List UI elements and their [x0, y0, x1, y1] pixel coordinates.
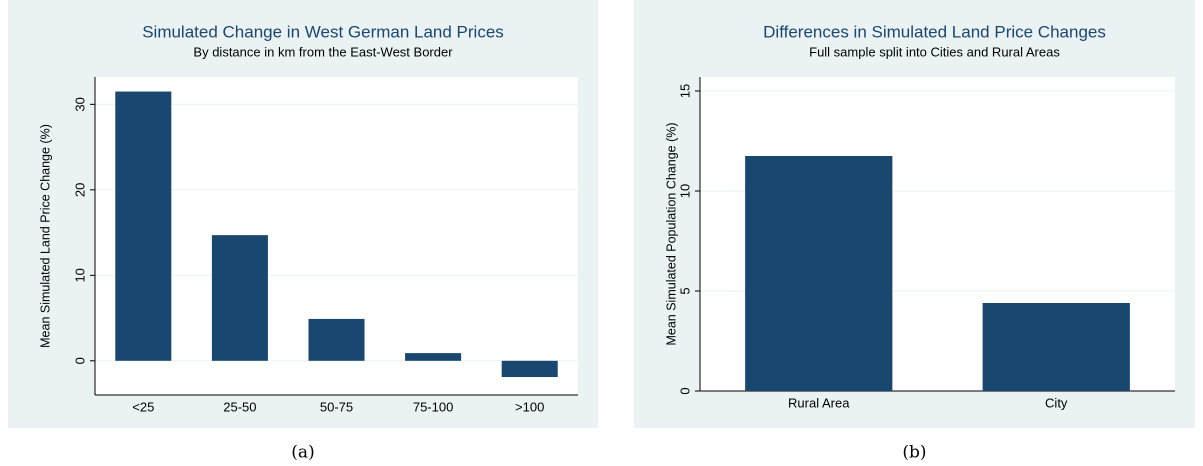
y-tick-label: 5 [677, 287, 692, 294]
chart-title: Simulated Change in West German Land Pri… [142, 22, 504, 41]
bar [405, 353, 462, 361]
y-tick-label: 30 [72, 97, 87, 111]
bar [745, 156, 893, 391]
y-tick-label: 10 [72, 268, 87, 282]
x-tick-label: City [1045, 395, 1068, 410]
chart-subtitle: By distance in km from the East-West Bor… [193, 44, 453, 59]
x-tick-label: 25-50 [223, 399, 256, 414]
bar [308, 318, 365, 361]
x-tick-label: <25 [132, 399, 154, 414]
chart-title: Differences in Simulated Land Price Chan… [763, 22, 1106, 41]
y-tick-label: 20 [72, 183, 87, 197]
y-axis-label: Mean Simulated Land Price Change (%) [38, 124, 52, 348]
y-tick-label: 15 [677, 84, 692, 98]
y-tick-label: 0 [677, 387, 692, 394]
x-tick-label: Rural Area [788, 395, 850, 410]
bar [982, 303, 1130, 391]
bar [501, 360, 558, 378]
bar [115, 91, 172, 361]
y-tick-label: 10 [677, 184, 692, 198]
x-tick-label: >100 [515, 399, 544, 414]
y-axis-label: Mean Simulated Population Change (%) [664, 122, 678, 345]
chart-subtitle: Full sample split into Cities and Rural … [809, 44, 1060, 59]
caption: (b) [902, 443, 926, 463]
x-tick-label: 50-75 [320, 399, 353, 414]
x-tick-label: 75-100 [413, 399, 453, 414]
bar [211, 235, 268, 361]
y-tick-label: 0 [72, 357, 87, 364]
caption: (a) [291, 443, 314, 463]
